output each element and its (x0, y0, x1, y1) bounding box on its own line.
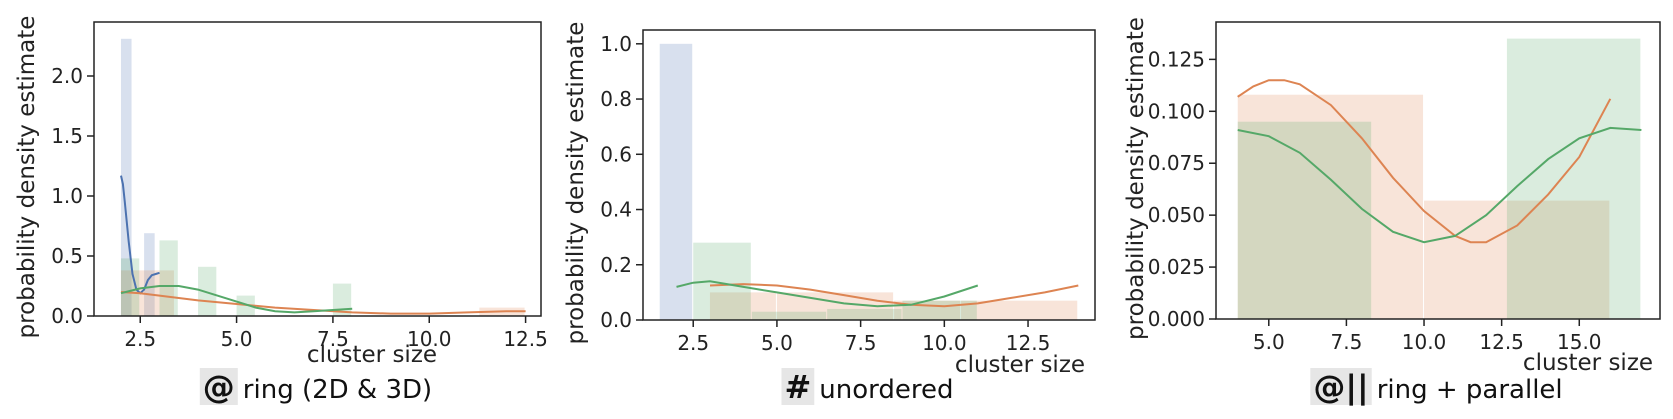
caption-symbol-highlight (781, 368, 815, 405)
y-tick-label: 0.125 (1148, 47, 1205, 71)
y-tick-label: 0.000 (1148, 307, 1205, 331)
y-tick-label: 1.5 (51, 124, 83, 148)
x-tick-label: 10.0 (1402, 330, 1447, 354)
y-tick-label: 0.8 (600, 87, 632, 111)
y-tick-label: 2.0 (51, 64, 83, 88)
histogram-bar (1424, 200, 1610, 319)
x-tick-label: 10.0 (922, 331, 967, 355)
histogram-bar (120, 38, 132, 317)
y-axis-label: probability density estimate (1123, 17, 1149, 340)
x-tick-label: 2.5 (677, 331, 709, 355)
histogram-bar (1506, 38, 1641, 319)
x-tick-label: 15.0 (1557, 330, 1602, 354)
x-tick-label: 10.0 (407, 327, 452, 351)
x-tick-label: 12.5 (503, 327, 548, 351)
histogram-bar (827, 308, 902, 320)
y-tick-label: 0.050 (1148, 203, 1205, 227)
histogram-bar (198, 266, 217, 316)
y-tick-label: 0.2 (600, 253, 632, 277)
y-tick-label: 0.025 (1148, 255, 1205, 279)
histogram-bar (961, 300, 1078, 320)
histogram-bar (144, 233, 155, 316)
histogram-bar (709, 292, 776, 320)
kde-line (676, 280, 979, 308)
y-axis-label: probability density estimate (14, 16, 40, 339)
histogram-bar (1237, 94, 1424, 319)
y-tick-label: 0.100 (1148, 99, 1205, 123)
x-axis-label: cluster size (1523, 350, 1653, 376)
caption-symbol: # (784, 368, 811, 406)
kde-line (709, 283, 1079, 308)
kde-line (1237, 126, 1642, 244)
x-axis-label: cluster size (307, 342, 437, 368)
y-tick-label: 0.4 (600, 198, 632, 222)
plot-frame (1215, 21, 1661, 320)
x-tick-label: 7.5 (317, 327, 349, 351)
kde-line (120, 175, 160, 295)
caption-text: unordered (819, 375, 953, 405)
y-tick-label: 0.0 (51, 304, 83, 328)
x-tick-label: 2.5 (124, 327, 156, 351)
kde-line (120, 291, 526, 315)
x-tick-label: 5.0 (1253, 330, 1285, 354)
x-tick-label: 5.0 (221, 327, 253, 351)
y-tick-label: 0.075 (1148, 151, 1205, 175)
x-tick-label: 7.5 (845, 331, 877, 355)
y-tick-label: 0.6 (600, 142, 632, 166)
chart-caption: @ ring (2D & 3D) (199, 368, 432, 406)
x-tick-label: 12.5 (1006, 331, 1051, 355)
chart-caption: # unordered (781, 368, 954, 406)
kde-line (1237, 79, 1612, 244)
plot-frame (642, 29, 1096, 321)
histogram-bar (751, 311, 827, 320)
histogram-bar (332, 283, 352, 316)
y-tick-label: 1.0 (600, 32, 632, 56)
chart-caption: @|| ring + parallel (1310, 368, 1563, 407)
caption-symbol-highlight (1310, 368, 1372, 405)
caption-symbol: @ (203, 368, 235, 406)
caption-text: ring (2D & 3D) (243, 375, 432, 405)
histogram-bar (159, 240, 178, 316)
histogram-bar (120, 258, 140, 316)
caption-symbol: @|| (1313, 368, 1368, 407)
x-tick-label: 12.5 (1479, 330, 1524, 354)
caption-symbol-highlight (199, 368, 238, 405)
x-axis-label: cluster size (955, 352, 1085, 378)
chart-2: 2.5 5.0 7.5 10.0 12.5 0.0 0.2 0.4 0.6 0.8 1.0 clust… (563, 22, 1096, 406)
y-tick-label: 1.0 (51, 184, 83, 208)
x-tick-label: 5.0 (761, 331, 793, 355)
y-tick-label: 0.0 (600, 308, 632, 332)
plot-frame (93, 21, 542, 317)
kde-line (120, 285, 353, 314)
histogram-bar (659, 43, 693, 321)
x-tick-label: 7.5 (1330, 330, 1362, 354)
caption-text: ring + parallel (1377, 375, 1563, 405)
y-axis-label: probability density estimate (563, 22, 589, 345)
y-tick-label: 0.5 (51, 244, 83, 268)
histogram-bar (1237, 121, 1372, 319)
chart-1: 2.5 5.0 7.5 10.0 12.5 0.0 0.5 1.0 1.5 2.0 cluster … (14, 16, 548, 406)
chart-3: 5.0 7.5 10.0 12.5 15.0 0.000 0.025 0.050 0.075 0.… (1123, 17, 1661, 407)
